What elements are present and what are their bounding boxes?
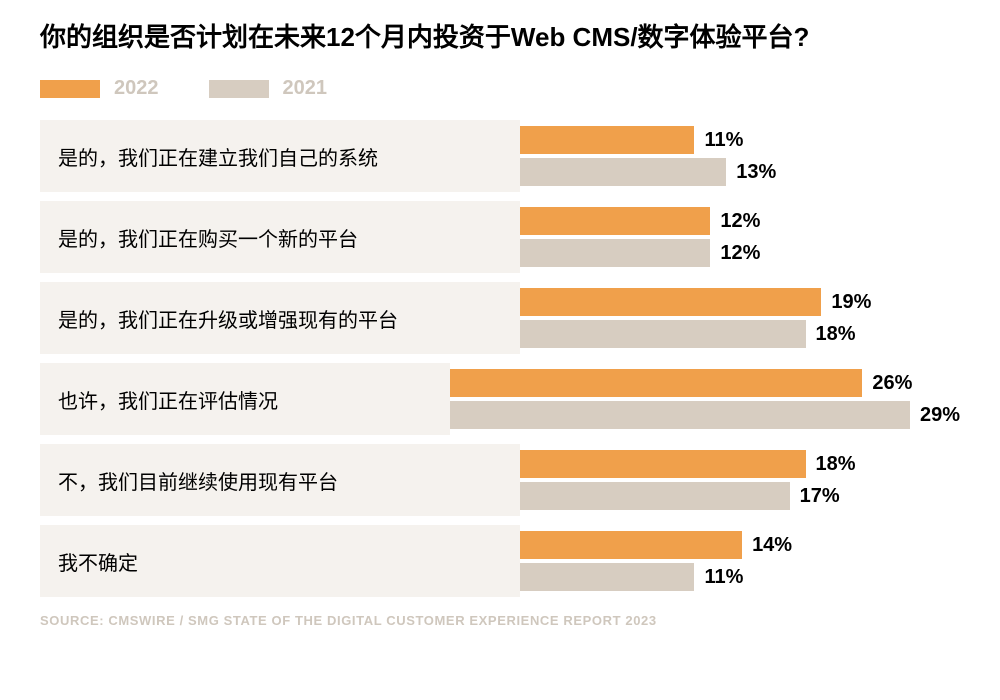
bar-value-label: 12% (720, 242, 760, 265)
legend-swatch (209, 80, 269, 98)
bar-chart: 是的，我们正在建立我们自己的系统11%13%是的，我们正在购买一个新的平台12%… (40, 120, 960, 597)
legend-item: 2022 (40, 77, 159, 100)
bar (520, 482, 790, 510)
source-attribution: SOURCE: CMSWIRE / SMG STATE OF THE DIGIT… (40, 613, 960, 628)
legend-label: 2022 (114, 77, 159, 100)
bar-value-label: 29% (920, 404, 960, 427)
chart-row: 我不确定 14% 11% (40, 525, 960, 597)
chart-row: 不，我们目前继续使用现有平台18%17% (40, 444, 960, 516)
bar (520, 450, 806, 478)
bar-value-label: 17% (800, 485, 840, 508)
bar-line: 17% (520, 482, 960, 510)
bar-line: 11% (520, 126, 960, 154)
bar (520, 207, 710, 235)
bar (450, 369, 862, 397)
bar-line: 12% (520, 239, 960, 267)
chart-row: 也许，我们正在评估情况 26% 29% (40, 363, 960, 435)
bar-line: 13% (520, 158, 960, 186)
category-label: 是的，我们正在建立我们自己的系统 (40, 120, 520, 192)
category-label: 是的，我们正在升级或增强现有的平台 (40, 282, 520, 354)
bar-line: 18% (520, 320, 960, 348)
bar-value-label: 18% (816, 323, 856, 346)
bar-line: 19% (520, 288, 960, 316)
bar-value-label: 19% (831, 291, 871, 314)
bars-cell: 12%12% (520, 201, 960, 273)
bar-line: 12% (520, 207, 960, 235)
bar-line: 29% (450, 401, 960, 429)
bars-cell: 18%17% (520, 444, 960, 516)
bar-value-label: 14% (752, 534, 792, 557)
bar-value-label: 12% (720, 210, 760, 233)
bar (520, 239, 710, 267)
bar-line: 18% (520, 450, 960, 478)
bar (520, 158, 726, 186)
category-label: 我不确定 (40, 525, 520, 597)
bar (520, 531, 742, 559)
bar (520, 288, 821, 316)
chart-row: 是的，我们正在建立我们自己的系统11%13% (40, 120, 960, 192)
chart-row: 是的，我们正在升级或增强现有的平台19%18% (40, 282, 960, 354)
bar-value-label: 18% (816, 453, 856, 476)
chart-title: 你的组织是否计划在未来12个月内投资于Web CMS/数字体验平台? (40, 20, 960, 55)
bar (520, 126, 694, 154)
bar (450, 401, 910, 429)
bar-value-label: 11% (704, 566, 743, 589)
bar-line: 11% (520, 563, 960, 591)
bar-value-label: 11% (704, 129, 743, 152)
legend: 2022 2021 (40, 77, 960, 100)
bar-line: 14% (520, 531, 960, 559)
bar-value-label: 26% (872, 372, 912, 395)
category-label: 不，我们目前继续使用现有平台 (40, 444, 520, 516)
bars-cell: 14% 11% (520, 525, 960, 597)
category-label: 也许，我们正在评估情况 (40, 363, 450, 435)
bars-cell: 11%13% (520, 120, 960, 192)
legend-item: 2021 (209, 77, 328, 100)
legend-swatch (40, 80, 100, 98)
legend-label: 2021 (283, 77, 328, 100)
chart-row: 是的，我们正在购买一个新的平台12%12% (40, 201, 960, 273)
category-label: 是的，我们正在购买一个新的平台 (40, 201, 520, 273)
bar-value-label: 13% (736, 161, 776, 184)
bar (520, 320, 806, 348)
bar-line: 26% (450, 369, 960, 397)
bar (520, 563, 694, 591)
bars-cell: 19%18% (520, 282, 960, 354)
bars-cell: 26% 29% (450, 363, 960, 435)
